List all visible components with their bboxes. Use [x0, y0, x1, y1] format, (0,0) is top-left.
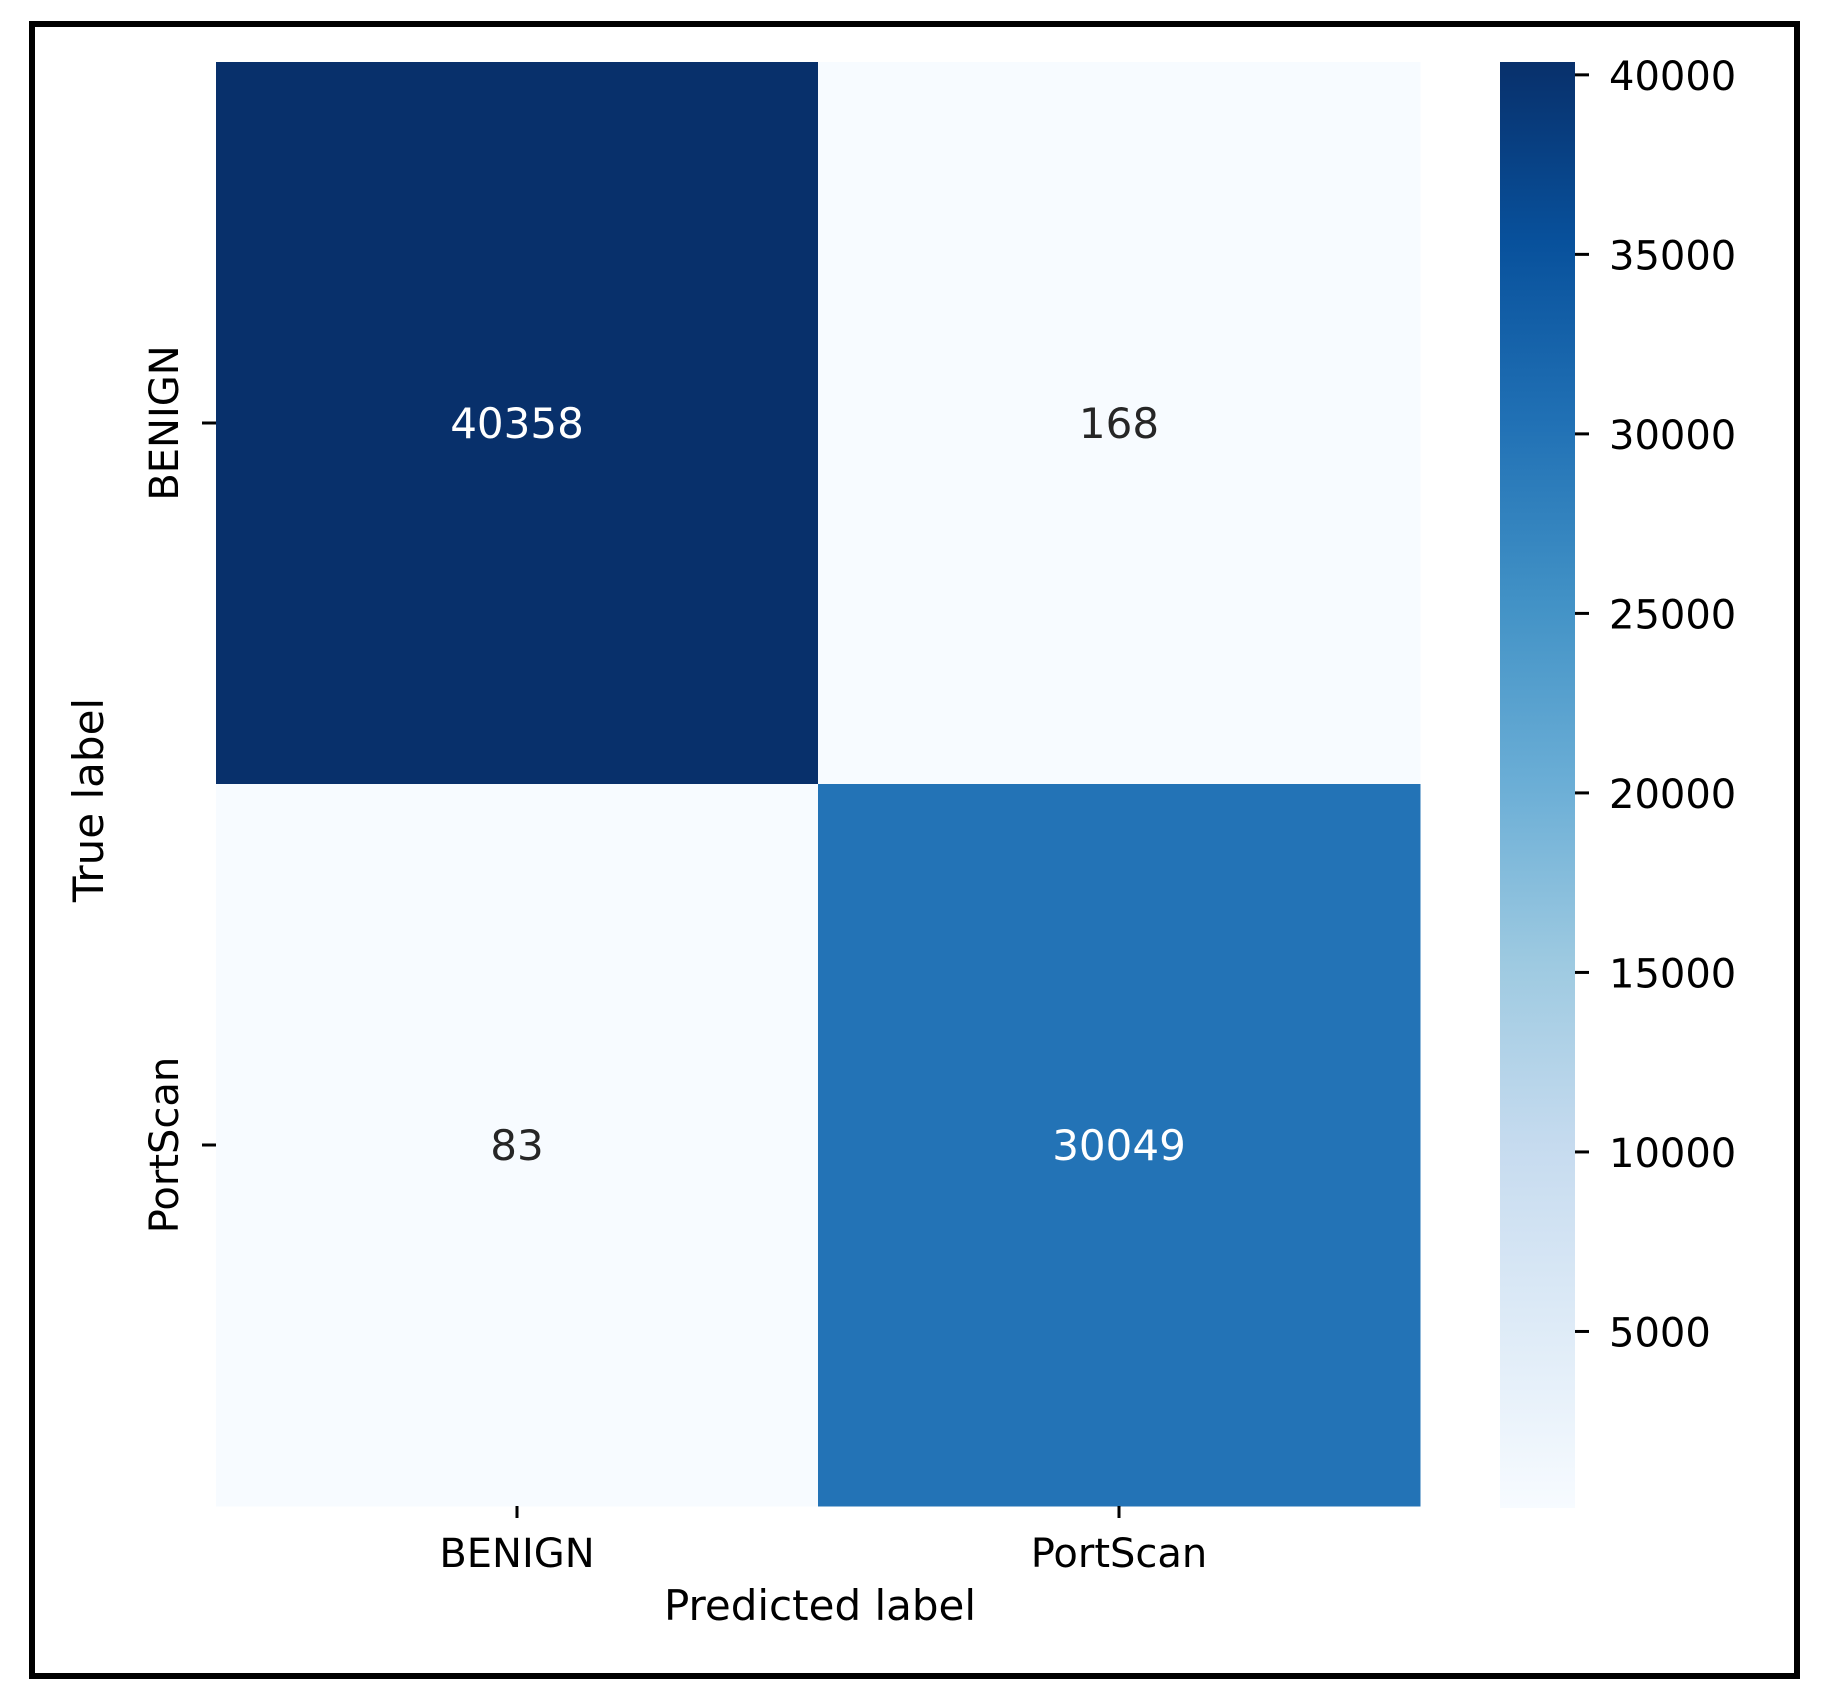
colorbar-tick-label: 40000 — [1609, 54, 1736, 100]
heatmap-cells — [216, 62, 1421, 1507]
colorbar-tick-label: 20000 — [1609, 772, 1736, 818]
y-tick-label: BENIGN — [142, 345, 188, 500]
cell-value-label: 30049 — [1052, 1121, 1186, 1170]
heatmap-cell-benign-portscan — [818, 62, 1421, 785]
cell-value-label: 83 — [490, 1121, 543, 1170]
colorbar-tick-label: 10000 — [1609, 1131, 1736, 1177]
x-axis-label: Predicted label — [664, 1581, 976, 1630]
colorbar — [1500, 62, 1575, 1508]
colorbar-tick-label: 35000 — [1609, 233, 1736, 279]
cell-value-labels: 40358 168 83 30049 — [450, 399, 1186, 1170]
colorbar-tick-label: 30000 — [1609, 413, 1736, 459]
x-tick-label: PortScan — [1031, 1531, 1208, 1577]
colorbar-tick-label: 15000 — [1609, 951, 1736, 997]
colorbar-tick-label: 5000 — [1609, 1310, 1711, 1356]
colorbar-ticks: 5000 10000 15000 20000 25000 30000 35000 40000 — [1575, 54, 1736, 1356]
cell-value-label: 40358 — [450, 399, 584, 448]
heatmap-cell-benign-benign — [216, 62, 819, 785]
axis-tick-labels: BENIGN PortScan BENIGN PortScan — [142, 345, 1207, 1577]
x-tick-label: BENIGN — [439, 1531, 594, 1577]
heatmap-cell-portscan-portscan — [818, 784, 1421, 1507]
y-tick-label: PortScan — [142, 1057, 188, 1234]
colorbar-tick-label: 25000 — [1609, 592, 1736, 638]
y-axis-label: True label — [64, 698, 113, 903]
cell-value-label: 168 — [1079, 399, 1159, 448]
axis-ticks — [202, 421, 1121, 1518]
heatmap-cell-portscan-benign — [216, 784, 819, 1507]
